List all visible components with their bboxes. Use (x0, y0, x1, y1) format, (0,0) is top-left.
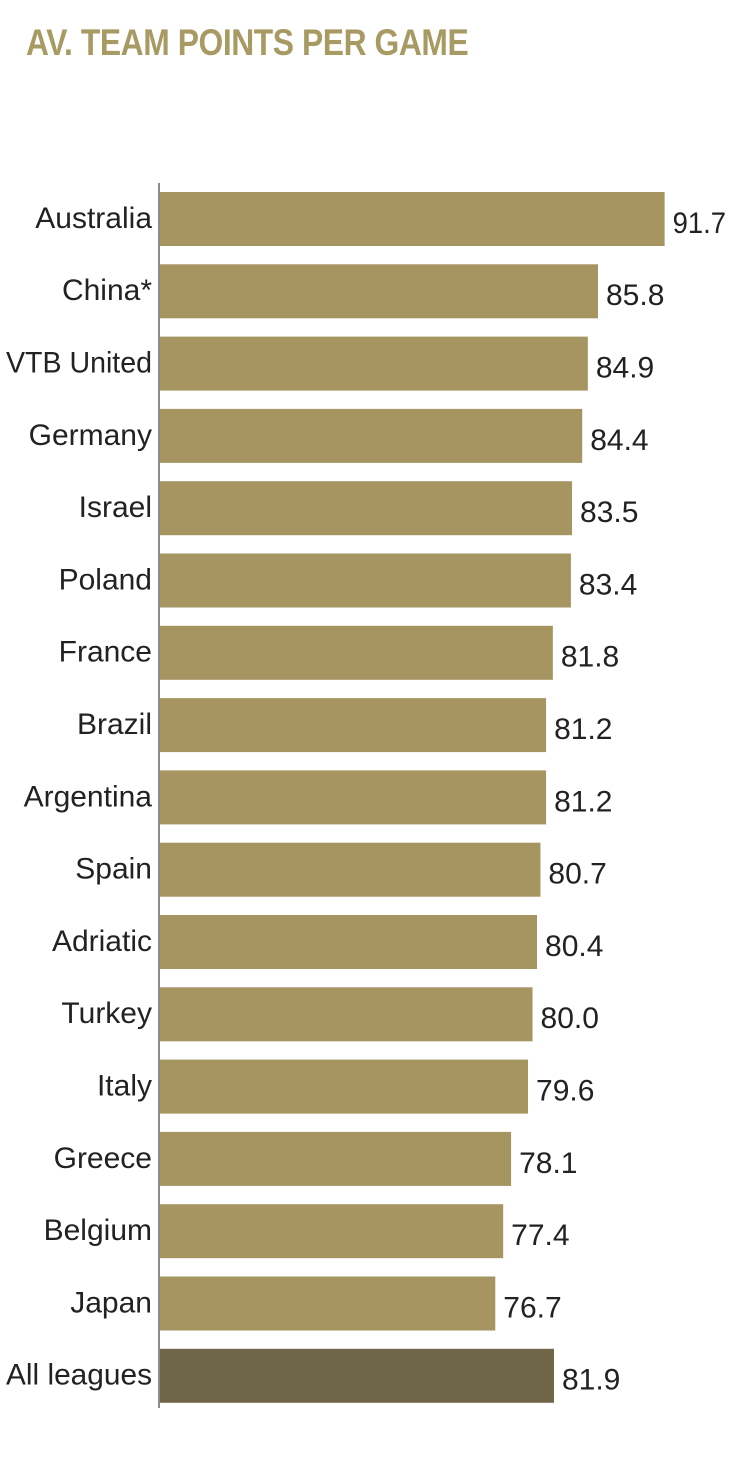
category-label-china: China* (62, 274, 152, 307)
value-label-belgium: 77.4 (511, 1219, 569, 1252)
category-label-germany: Germany (29, 419, 152, 452)
category-label-adriatic: Adriatic (52, 925, 152, 958)
bar-israel (160, 481, 573, 536)
bar-spain (160, 842, 541, 897)
category-label-japan: Japan (70, 1286, 152, 1319)
category-label-poland: Poland (59, 563, 152, 596)
value-label-turkey: 80.0 (541, 1002, 599, 1035)
bar-japan (160, 1276, 496, 1331)
category-label-spain: Spain (75, 853, 152, 886)
category-label-belgium: Belgium (44, 1214, 152, 1247)
bar-france (160, 625, 553, 680)
category-label-israel: Israel (79, 491, 152, 524)
value-label-israel: 83.5 (580, 496, 638, 529)
bar-turkey (160, 987, 533, 1042)
bar-greece (160, 1131, 512, 1186)
bar-germany (160, 408, 583, 463)
category-label-greece: Greece (54, 1142, 152, 1175)
category-label-brazil: Brazil (77, 708, 152, 741)
category-label-italy: Italy (97, 1070, 152, 1103)
bar-brazil (160, 698, 547, 753)
bar-adriatic (160, 915, 538, 969)
value-label-australia: 91.7 (673, 207, 726, 240)
bar-poland (160, 553, 571, 608)
category-label-france: France (59, 636, 152, 669)
category-label-argentina: Argentina (24, 780, 153, 813)
value-label-argentina: 81.2 (554, 785, 612, 818)
value-label-all-leagues: 81.9 (562, 1364, 620, 1397)
value-label-brazil: 81.2 (554, 713, 612, 746)
value-label-greece: 78.1 (519, 1147, 577, 1180)
value-labels-group: 91.7 85.8 84.9 84.4 83.5 83.4 81.8 81.2 81.2 80.7… (503, 207, 726, 1397)
bars-group (160, 192, 665, 1403)
bar-all-leagues (160, 1348, 554, 1403)
value-label-adriatic: 80.4 (545, 930, 603, 963)
value-label-italy: 79.6 (536, 1075, 594, 1108)
value-label-spain: 80.7 (548, 858, 606, 891)
category-label-turkey: Turkey (61, 997, 152, 1030)
value-label-china: 85.8 (606, 279, 664, 312)
bar-china (160, 264, 599, 319)
value-label-japan: 76.7 (503, 1291, 561, 1324)
bar-argentina (160, 770, 547, 825)
bar-australia (160, 192, 665, 246)
value-label-vtb-united: 84.9 (596, 352, 654, 385)
bar-italy (160, 1059, 529, 1114)
value-label-germany: 84.4 (590, 424, 648, 457)
bar-vtb-united (160, 336, 588, 391)
bar-belgium (160, 1204, 504, 1259)
category-label-vtb-united: VTB United (6, 347, 152, 380)
category-labels-group: Australia China* VTB United Germany Israel Po… (6, 202, 152, 1392)
category-label-australia: Australia (35, 202, 152, 235)
category-label-all-leagues: All leagues (6, 1359, 152, 1392)
chart-title: AV. TEAM POINTS PER GAME (26, 22, 469, 63)
value-label-france: 81.8 (561, 641, 619, 674)
value-label-poland: 83.4 (579, 568, 637, 601)
